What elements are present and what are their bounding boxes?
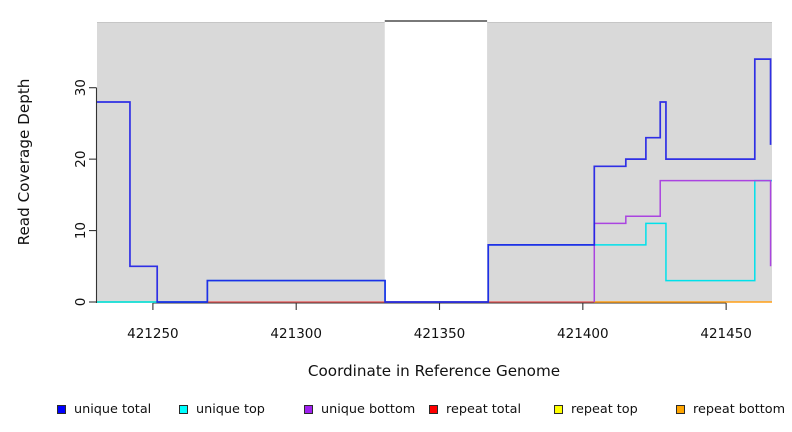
- repeat-top-swatch-icon: [554, 404, 563, 414]
- legend-item-repeat-bottom: repeat bottom: [676, 400, 785, 418]
- series-unique-total: [97, 58, 772, 303]
- legend-label: unique total: [74, 401, 152, 417]
- x-tick-label: 421250: [127, 326, 179, 342]
- y-axis-title: Read Coverage Depth: [15, 79, 33, 246]
- legend-item-unique-bottom: unique bottom: [304, 400, 415, 418]
- no-data-band: [384, 22, 488, 302]
- x-axis-title: Coordinate in Reference Genome: [308, 362, 560, 380]
- unique-total-swatch-icon: [57, 404, 66, 414]
- repeat-total-swatch-icon: [429, 404, 438, 414]
- x-tick-label: 421350: [414, 326, 466, 342]
- y-tick-label: 0: [73, 298, 89, 307]
- legend-label: unique bottom: [321, 401, 416, 417]
- legend: unique total unique top unique bottom re…: [0, 400, 792, 420]
- x-tick-label: 421300: [270, 326, 322, 342]
- legend-label: repeat bottom: [693, 401, 786, 417]
- legend-item-repeat-top: repeat top: [554, 400, 638, 418]
- y-tick-label: 20: [73, 151, 89, 168]
- y-tick-label: 30: [73, 79, 89, 96]
- legend-item-unique-total: unique total: [57, 400, 151, 418]
- x-tick-label: 421400: [557, 326, 609, 342]
- repeat-bottom-swatch-icon: [676, 404, 685, 414]
- legend-item-repeat-total: repeat total: [429, 400, 521, 418]
- y-tick-label: 10: [73, 222, 89, 239]
- legend-item-unique-top: unique top: [179, 400, 265, 418]
- legend-label: repeat top: [571, 401, 638, 417]
- legend-label: unique top: [196, 401, 265, 417]
- x-tick-label: 421450: [700, 326, 752, 342]
- series-unique-bottom: [593, 179, 772, 302]
- legend-label: repeat total: [446, 401, 522, 417]
- unique-top-swatch-icon: [179, 404, 188, 414]
- plot-generated-layer: 421250 421300 421350 421400 421450 0 10 20 30: [73, 20, 772, 342]
- unique-bottom-swatch-icon: [304, 404, 313, 414]
